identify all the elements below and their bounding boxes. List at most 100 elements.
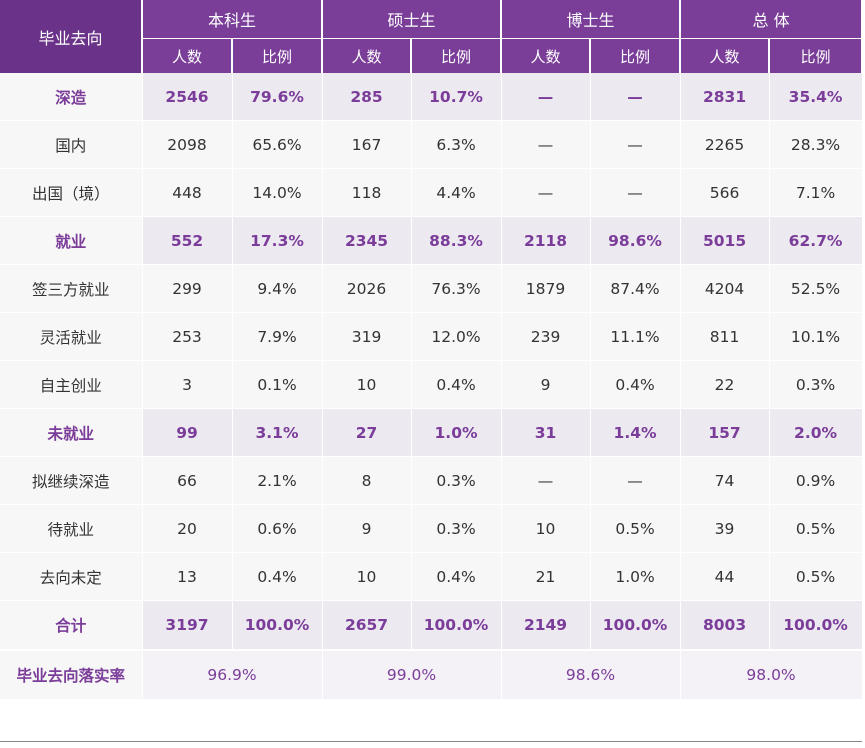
count-cell: — [501,73,591,121]
ratio-cell: 0.6% [232,504,323,553]
ratio-cell: 1.0% [590,552,681,601]
count-cell: 239 [501,312,591,361]
ratio-cell: 87.4% [590,264,681,313]
count-cell: 8 [322,456,412,505]
count-cell: 2831 [680,73,770,121]
table-row: 灵活就业 253 7.9% 319 12.0% 239 11.1% 811 10.1% [0,312,863,361]
ratio-cell: — [590,168,681,217]
ratio-cell: 10.1% [769,312,863,361]
count-cell: 9 [322,504,412,553]
header-ratio: 比例 [232,38,324,73]
header-count: 人数 [322,38,413,73]
count-cell: 3 [142,360,233,409]
ratio-cell: 98.6% [590,216,681,265]
count-cell: 44 [680,552,770,601]
total-row: 合计 3197 100.0% 2657 100.0% 2149 100.0% 8003 100.… [0,600,863,651]
ratio-cell: 35.4% [769,73,863,121]
count-cell: 285 [322,73,412,121]
ratio-cell: 28.3% [769,120,863,169]
ratio-cell: 0.3% [769,360,863,409]
count-cell: 167 [322,120,412,169]
header-row-sub: 人数 比例 人数 比例 人数 比例 人数 比例 [0,38,864,73]
ratio-cell: 1.4% [590,408,681,457]
rate-cell: 98.0% [680,649,863,700]
row-label: 国内 [0,120,143,169]
ratio-cell: 4.4% [411,168,502,217]
row-label: 去向未定 [0,552,143,601]
count-cell: 3197 [142,600,233,651]
header-group-master: 硕士生 [322,0,503,39]
header-row-label: 毕业去向 [0,0,143,73]
count-cell: 2265 [680,120,770,169]
ratio-cell: 0.4% [411,360,502,409]
count-cell: 8003 [680,600,770,651]
ratio-cell: 100.0% [769,600,863,651]
table-row: 自主创业 3 0.1% 10 0.4% 9 0.4% 22 0.3% [0,360,863,409]
ratio-cell: 76.3% [411,264,502,313]
count-cell: 4204 [680,264,770,313]
count-cell: 2118 [501,216,591,265]
ratio-cell: 0.3% [411,456,502,505]
header-ratio: 比例 [769,38,864,73]
count-cell: — [501,168,591,217]
header-count: 人数 [501,38,592,73]
ratio-cell: 100.0% [232,600,323,651]
count-cell: 21 [501,552,591,601]
category-row: 未就业 99 3.1% 27 1.0% 31 1.4% 157 2.0% [0,408,863,457]
ratio-cell: 6.3% [411,120,502,169]
count-cell: 118 [322,168,412,217]
header-group-undergrad: 本科生 [142,0,324,39]
row-label: 灵活就业 [0,312,143,361]
table-row: 待就业 20 0.6% 9 0.3% 10 0.5% 39 0.5% [0,504,863,553]
row-label: 深造 [0,73,143,121]
count-cell: 566 [680,168,770,217]
ratio-cell: 2.0% [769,408,863,457]
ratio-cell: 0.5% [590,504,681,553]
placement-rate-row: 毕业去向落实率 96.9% 99.0% 98.6% 98.0% [0,649,863,700]
row-label: 就业 [0,216,143,265]
header-group-doctor: 博士生 [501,0,682,39]
table-row: 国内 2098 65.6% 167 6.3% — —2265 28.3% [0,120,863,169]
ratio-cell: 0.4% [232,552,323,601]
count-cell: — [501,120,591,169]
count-cell: 10 [322,360,412,409]
count-cell: 1879 [501,264,591,313]
ratio-cell: 14.0% [232,168,323,217]
count-cell: 5015 [680,216,770,265]
ratio-cell: 0.3% [411,504,502,553]
count-cell: 9 [501,360,591,409]
table-body: 深造 2546 79.6% 285 10.7% — —2831 35.4% 国内 2098 65.6… [0,73,863,700]
count-cell: 10 [501,504,591,553]
category-row: 就业 552 17.3% 2345 88.3% 2118 98.6% 5015 62.7% [0,216,863,265]
graduation-destination-table: 毕业去向 本科生 硕士生 博士生 总 体 人数 比例 人数 比例 人数 比例 人… [0,0,864,700]
row-label: 签三方就业 [0,264,143,313]
count-cell: 66 [142,456,233,505]
count-cell: 99 [142,408,233,457]
row-label: 出国（境） [0,168,143,217]
ratio-cell: 65.6% [232,120,323,169]
table-row: 出国（境） 448 14.0% 118 4.4% — —566 7.1% [0,168,863,217]
ratio-cell: 0.5% [769,504,863,553]
ratio-cell: 0.1% [232,360,323,409]
count-cell: 299 [142,264,233,313]
count-cell: 2026 [322,264,412,313]
header-row-groups: 毕业去向 本科生 硕士生 博士生 总 体 [0,0,864,73]
row-label: 未就业 [0,408,143,457]
row-label: 合计 [0,600,143,651]
ratio-cell: 100.0% [411,600,502,651]
header-ratio: 比例 [590,38,682,73]
ratio-cell: 17.3% [232,216,323,265]
ratio-cell: — [590,456,681,505]
count-cell: 2149 [501,600,591,651]
ratio-cell: 12.0% [411,312,502,361]
count-cell: 2345 [322,216,412,265]
count-cell: 157 [680,408,770,457]
bottom-divider [0,741,862,742]
ratio-cell: — [590,73,681,121]
table-row: 拟继续深造 66 2.1% 8 0.3% — —74 0.9% [0,456,863,505]
ratio-cell: 0.4% [590,360,681,409]
rate-cell: 96.9% [142,649,323,700]
count-cell: 74 [680,456,770,505]
ratio-cell: 3.1% [232,408,323,457]
rate-cell: 99.0% [322,649,502,700]
